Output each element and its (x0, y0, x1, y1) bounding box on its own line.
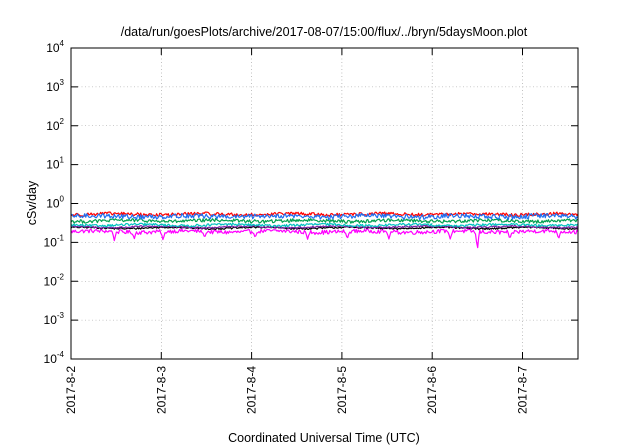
x-axis: 2017-8-2 2017-8-3 2017-8-4 2017-8-5 2017-8-6… (64, 48, 530, 414)
y-axis-label: cSv/day (25, 180, 39, 225)
grid (71, 48, 578, 359)
x-tick-label: 2017-8-2 (64, 366, 78, 414)
series-line (70, 217, 579, 224)
x-tick-label: 2017-8-4 (245, 366, 259, 414)
x-tick-label: 2017-8-7 (516, 366, 530, 414)
series-line (70, 228, 579, 249)
y-tick-label: 103 (46, 78, 64, 94)
y-tick-label: 102 (46, 117, 64, 133)
y-axis: 10-4 10-3 10-2 10-1 100 101 102 103 104 (44, 39, 578, 366)
y-tick-label: 100 (46, 195, 64, 211)
y-tick-label: 10-1 (44, 233, 65, 249)
series-line (70, 222, 579, 228)
y-tick-label: 10-2 (44, 272, 65, 288)
series-layer (70, 211, 579, 249)
series-line (70, 224, 579, 230)
y-tick-label: 10-3 (44, 311, 65, 327)
y-tick-label: 101 (46, 156, 64, 172)
y-tick-label: 104 (46, 39, 64, 55)
series-line (70, 212, 579, 221)
x-tick-label: 2017-8-5 (335, 366, 349, 414)
x-tick-label: 2017-8-6 (425, 366, 439, 414)
x-axis-label: Coordinated Universal Time (UTC) (228, 431, 420, 445)
x-tick-label: 2017-8-3 (154, 366, 168, 414)
chart-title: /data/run/goesPlots/archive/2017-08-07/1… (121, 25, 528, 39)
y-tick-label: 10-4 (44, 350, 65, 366)
